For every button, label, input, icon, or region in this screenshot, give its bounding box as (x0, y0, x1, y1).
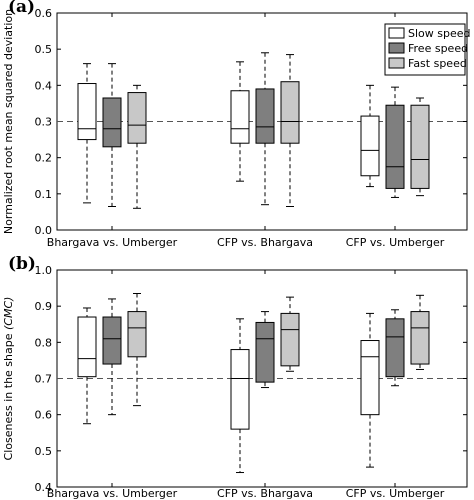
box-fast-speed (127, 293, 147, 407)
box-iqr (360, 340, 380, 416)
category-label: CFP vs. Umberger (346, 236, 445, 249)
box-free-speed (102, 298, 122, 416)
y-tick-label: 0.6 (35, 409, 53, 422)
category-label: Bhargava vs. Umberger (47, 236, 178, 249)
box-slow-speed (77, 63, 97, 204)
box-iqr (102, 316, 122, 365)
box-iqr (385, 104, 405, 189)
box-fast-speed (280, 296, 300, 372)
box-slow-speed (360, 312, 380, 468)
y-tick-label: 0.3 (35, 116, 53, 129)
box-fast-speed (127, 84, 147, 209)
legend-label: Slow speed (408, 27, 471, 40)
box-free-speed (255, 311, 275, 389)
box-iqr (360, 115, 380, 177)
box-iqr (255, 321, 275, 383)
box-slow-speed (230, 318, 250, 474)
box-fast-speed (410, 294, 430, 370)
legend: Slow speed Free speed Fast speed (384, 23, 471, 76)
box-fast-speed (410, 97, 430, 197)
category-label: CFP vs. Bhargava (217, 487, 313, 500)
box-iqr (280, 81, 300, 144)
panel-a: 0.0 0.1 0.2 0.3 0.4 0.5 0.6 Bhargava vs. Umberg… (2, 0, 471, 249)
category-label: CFP vs. Bhargava (217, 236, 313, 249)
legend-swatch (388, 42, 405, 54)
legend-label: Fast speed (408, 57, 467, 70)
box-free-speed (385, 309, 405, 387)
y-tick-label: 1.0 (35, 264, 53, 277)
panel-b: 0.4 0.5 0.6 0.7 0.8 0.9 1.0 Bhargava vs. Umberg… (2, 254, 468, 500)
y-tick-label: 0.4 (35, 481, 53, 494)
box-iqr (230, 90, 250, 144)
y-tick-label: 0.9 (35, 300, 53, 313)
y-tick-label: 0.7 (35, 373, 53, 386)
y-tick-label: 0.5 (35, 445, 53, 458)
box-free-speed (385, 86, 405, 198)
y-tick-label: 0.4 (35, 79, 53, 92)
legend-swatch (388, 27, 405, 39)
y-tick-label: 0.0 (35, 224, 53, 237)
y-tick-label: 0.1 (35, 188, 53, 201)
box-iqr (230, 349, 250, 430)
box-iqr (280, 312, 300, 367)
box-slow-speed (230, 61, 250, 182)
y-tick-label: 0.2 (35, 152, 53, 165)
box-iqr (410, 104, 430, 189)
box-slow-speed (360, 84, 380, 188)
y-tick-label: 0.5 (35, 43, 53, 56)
box-iqr (410, 311, 430, 365)
y-axis-label-text: Closeness in the shape (2, 330, 15, 460)
y-tick-label: 0.6 (35, 7, 53, 20)
y-axis-label: Normalized root mean squared deviation (2, 9, 15, 234)
box-iqr (77, 83, 97, 141)
panel-label: (b) (8, 254, 36, 274)
box-iqr (127, 311, 147, 358)
box-iqr (102, 97, 122, 148)
legend-label: Free speed (408, 42, 468, 55)
box-iqr (255, 88, 275, 144)
y-axis-label-italic: (CMC) (2, 297, 15, 330)
box-iqr (127, 92, 147, 144)
box-free-speed (102, 63, 122, 207)
y-tick-label: 0.8 (35, 336, 53, 349)
panel-label: (a) (8, 0, 35, 17)
box-slow-speed (77, 307, 97, 425)
box-fast-speed (280, 54, 300, 207)
category-label: CFP vs. Umberger (346, 487, 445, 500)
box-free-speed (255, 52, 275, 206)
legend-swatch (388, 57, 405, 69)
box-iqr (385, 318, 405, 378)
y-axis-label: Closeness in the shape (CMC) (2, 297, 15, 461)
category-label: Bhargava vs. Umberger (47, 487, 178, 500)
box-iqr (77, 316, 97, 378)
